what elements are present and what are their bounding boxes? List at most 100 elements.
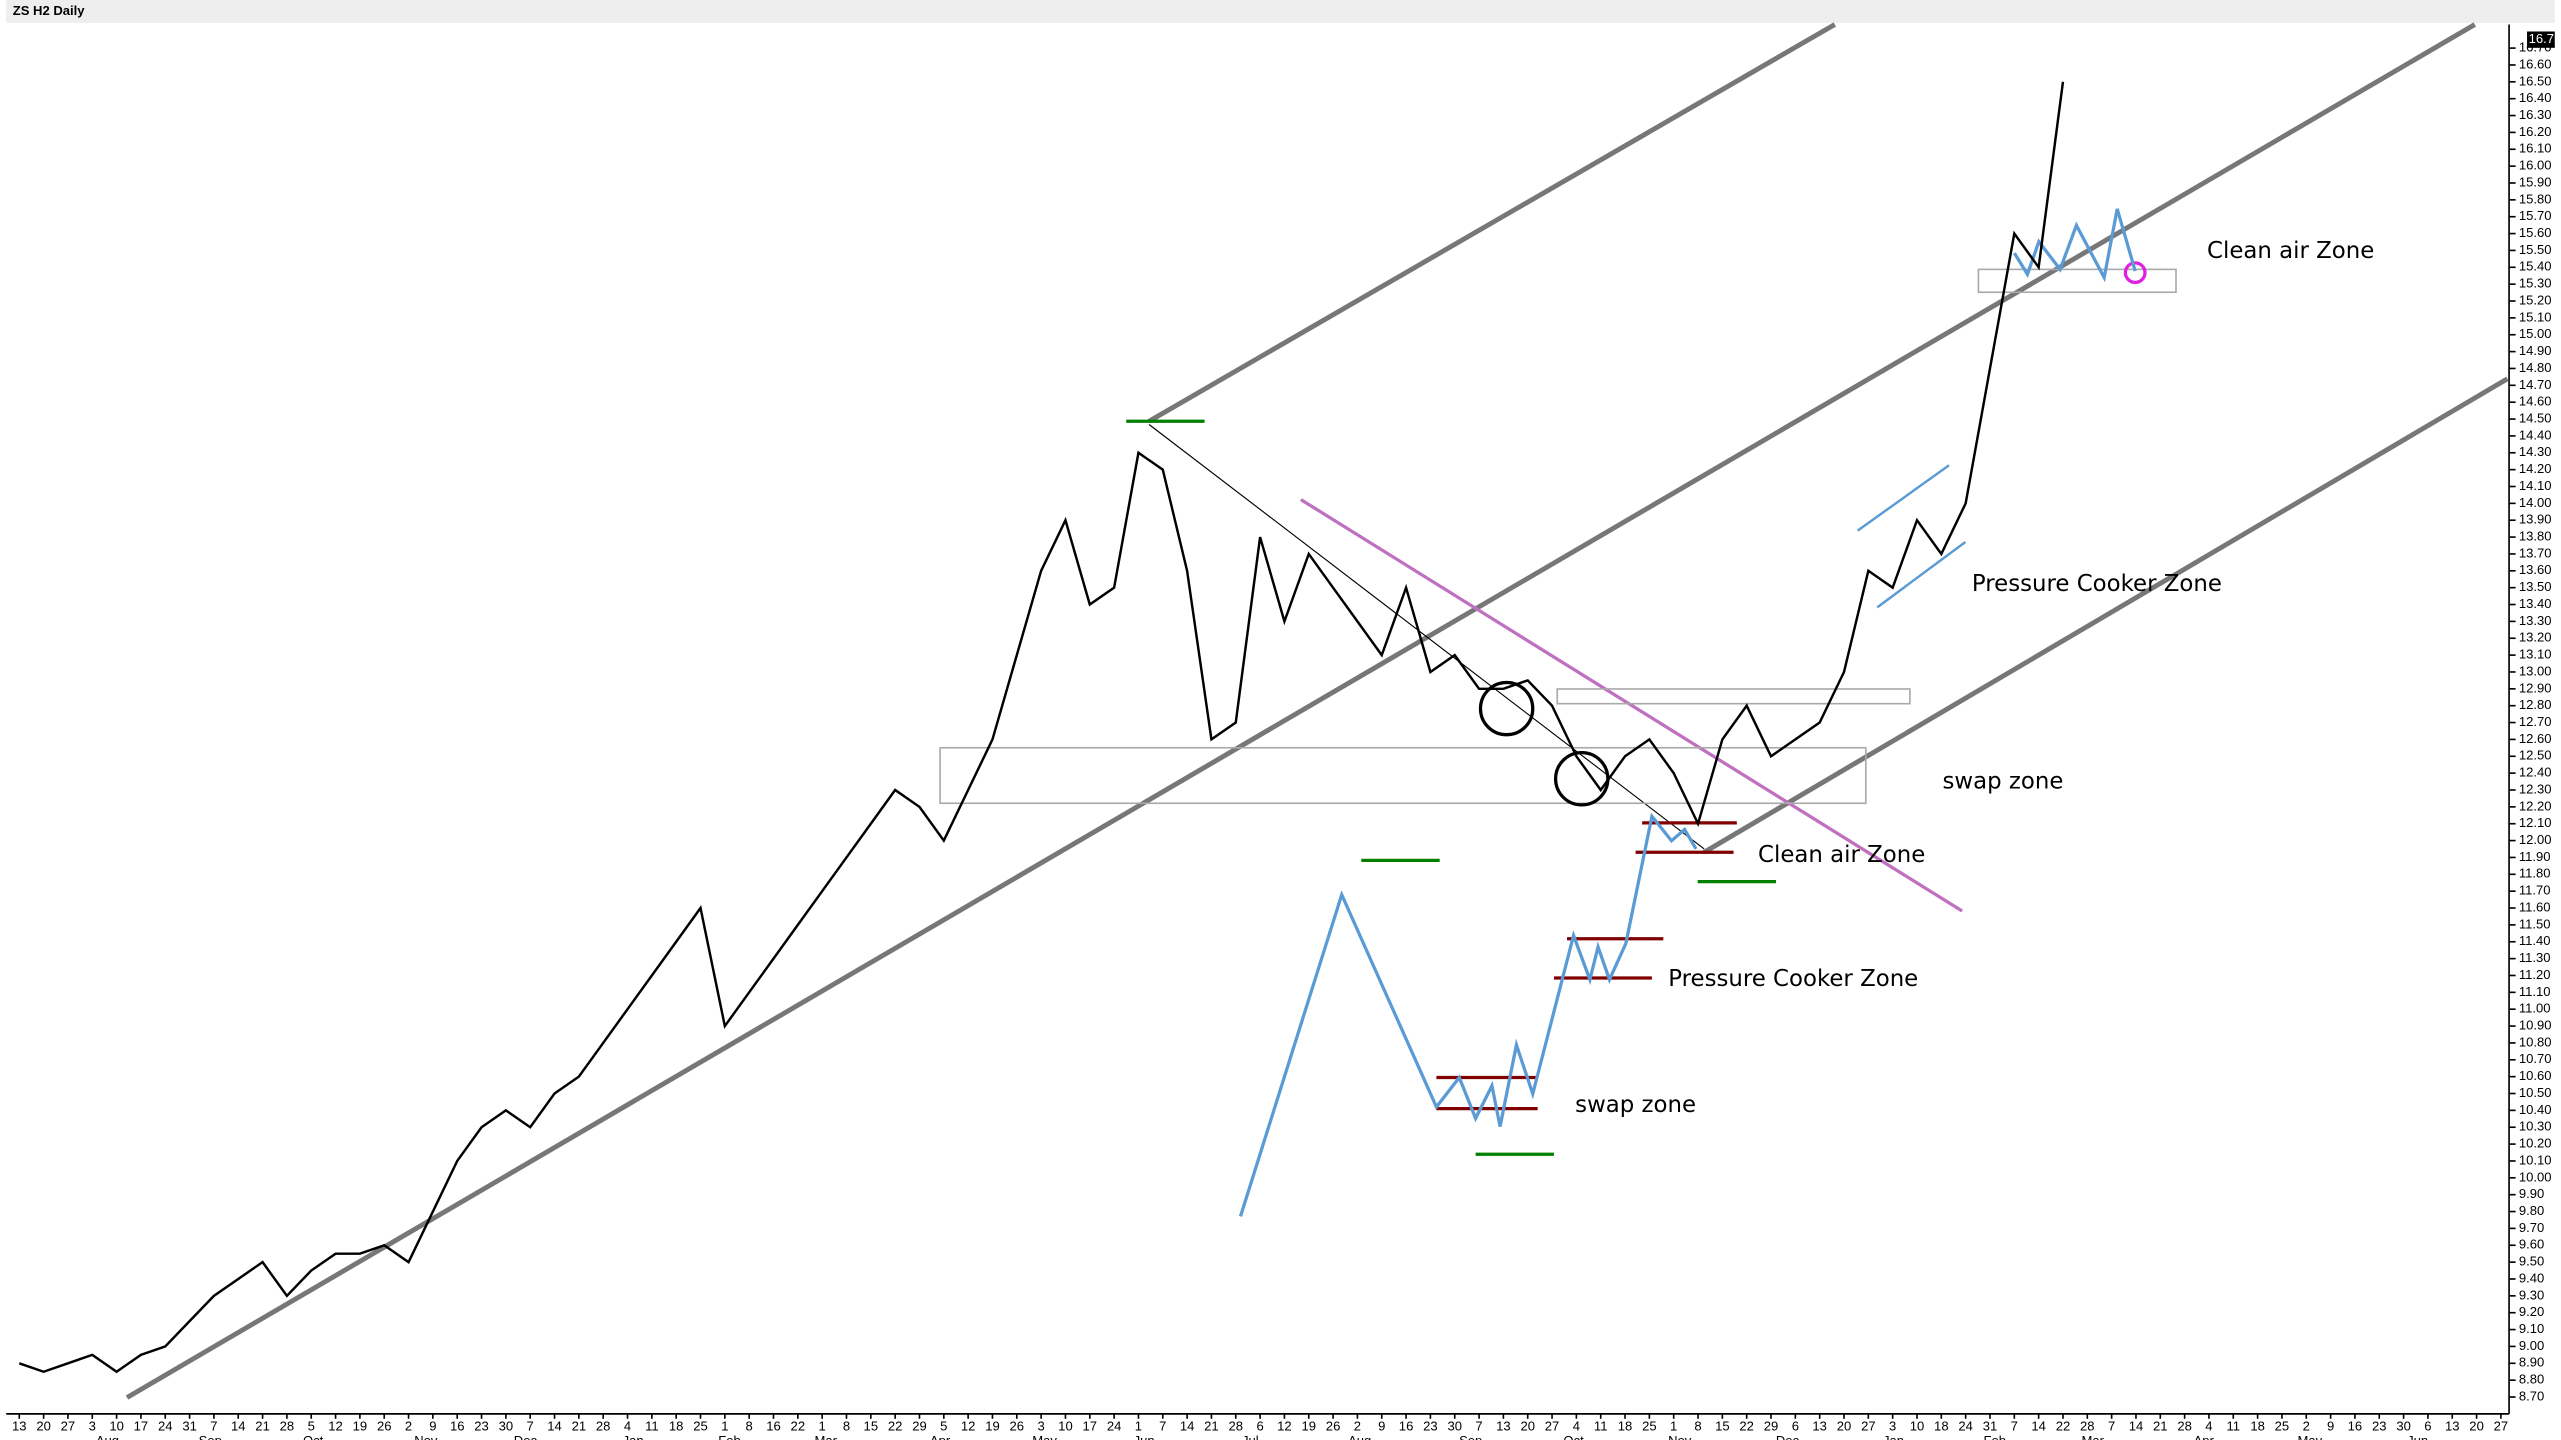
x-tick-label: 1 [1135, 1418, 1142, 1433]
x-tick-label: 3 [89, 1418, 96, 1433]
x-tick-label: 16 [2348, 1418, 2363, 1433]
x-tick-label: 13 [1812, 1418, 1827, 1433]
x-tick-label: 22 [2056, 1418, 2071, 1433]
y-tick-label: 13.40 [2519, 596, 2552, 611]
y-tick-label: 11.00 [2519, 1001, 2551, 1016]
x-tick-label: 23 [474, 1418, 489, 1433]
y-tick-label: 15.50 [2519, 242, 2552, 257]
x-tick-label: 1 [721, 1418, 728, 1433]
y-tick-label: 13.20 [2519, 630, 2552, 645]
month-label: Jan [1883, 1433, 1904, 1440]
month-label: May [2298, 1433, 2323, 1440]
y-tick-label: 12.50 [2519, 748, 2552, 763]
annotation: Clean air Zone [1758, 842, 1925, 868]
x-tick-label: 24 [1107, 1418, 1122, 1433]
y-tick-label: 16.20 [2519, 124, 2552, 139]
x-tick-label: 4 [624, 1418, 631, 1433]
x-tick-label: 4 [2205, 1418, 2212, 1433]
x-tick-label: 18 [669, 1418, 684, 1433]
last-price-label: 16.75 [2529, 31, 2561, 46]
month-label: Dec [1776, 1433, 1800, 1440]
month-label: Sep [199, 1433, 222, 1440]
y-tick-label: 9.30 [2519, 1287, 2544, 1302]
x-tick-label: 17 [1083, 1418, 1098, 1433]
x-tick-label: 20 [2469, 1418, 2484, 1433]
y-tick-label: 14.70 [2519, 377, 2552, 392]
x-tick-label: 20 [36, 1418, 51, 1433]
x-tick-label: 15 [1715, 1418, 1730, 1433]
y-tick-label: 15.80 [2519, 191, 2552, 206]
month-label: Oct [303, 1433, 324, 1440]
x-tick-label: 7 [1475, 1418, 1482, 1433]
y-tick-label: 12.40 [2519, 765, 2552, 780]
x-tick-label: 28 [2177, 1418, 2192, 1433]
month-label: Aug [96, 1433, 119, 1440]
x-tick-label: 1 [1670, 1418, 1677, 1433]
y-tick-label: 8.80 [2519, 1372, 2544, 1387]
month-label: Jun [2407, 1433, 2428, 1440]
y-tick-label: 12.30 [2519, 781, 2552, 796]
x-tick-label: 25 [693, 1418, 708, 1433]
y-tick-label: 11.20 [2519, 967, 2551, 982]
x-tick-label: 28 [2080, 1418, 2095, 1433]
month-label: Jun [1134, 1433, 1155, 1440]
x-tick-label: 13 [12, 1418, 27, 1433]
y-tick-label: 15.30 [2519, 276, 2552, 291]
y-tick-label: 8.90 [2519, 1355, 2544, 1370]
y-tick-label: 10.60 [2519, 1068, 2552, 1083]
x-tick-label: 26 [1010, 1418, 1025, 1433]
x-tick-label: 3 [1037, 1418, 1044, 1433]
annotation: swap zone [1575, 1092, 1696, 1118]
x-tick-label: 4 [1573, 1418, 1580, 1433]
x-tick-label: 21 [572, 1418, 587, 1433]
annotation: Pressure Cooker Zone [1972, 571, 2222, 597]
y-tick-label: 13.80 [2519, 529, 2552, 544]
y-tick-label: 14.00 [2519, 495, 2552, 510]
y-tick-label: 10.20 [2519, 1136, 2552, 1151]
x-tick-label: 11 [1594, 1418, 1608, 1433]
y-tick-label: 16.30 [2519, 107, 2552, 122]
month-label: Sep [1459, 1433, 1482, 1440]
y-tick-label: 13.60 [2519, 562, 2552, 577]
x-tick-label: 5 [940, 1418, 947, 1433]
title-bar [6, 0, 2555, 23]
y-tick-label: 11.50 [2519, 916, 2551, 931]
x-tick-label: 9 [2327, 1418, 2334, 1433]
x-tick-label: 7 [527, 1418, 534, 1433]
x-tick-label: 1 [819, 1418, 826, 1433]
y-tick-label: 13.10 [2519, 647, 2552, 662]
x-tick-label: 19 [985, 1418, 1000, 1433]
y-tick-label: 12.10 [2519, 815, 2552, 830]
x-tick-label: 24 [158, 1418, 173, 1433]
y-tick-label: 16.40 [2519, 90, 2552, 105]
y-tick-label: 9.50 [2519, 1254, 2544, 1269]
x-tick-label: 25 [2275, 1418, 2290, 1433]
month-label: May [1032, 1433, 1057, 1440]
month-label: Dec [514, 1433, 538, 1440]
x-tick-label: 22 [1739, 1418, 1754, 1433]
y-tick-label: 11.80 [2519, 866, 2551, 881]
y-tick-label: 15.00 [2519, 326, 2552, 341]
x-tick-label: 8 [1694, 1418, 1701, 1433]
x-tick-label: 25 [1642, 1418, 1657, 1433]
x-tick-label: 26 [377, 1418, 392, 1433]
x-tick-label: 30 [1447, 1418, 1462, 1433]
x-tick-label: 3 [1889, 1418, 1896, 1433]
month-label: Mar [815, 1433, 838, 1440]
x-tick-label: 10 [1910, 1418, 1925, 1433]
y-tick-label: 9.40 [2519, 1270, 2544, 1285]
x-tick-label: 14 [231, 1418, 246, 1433]
y-tick-label: 14.80 [2519, 360, 2552, 375]
x-tick-label: 27 [1545, 1418, 1560, 1433]
x-tick-label: 21 [2153, 1418, 2168, 1433]
month-label: Nov [414, 1433, 438, 1440]
y-tick-label: 10.10 [2519, 1152, 2552, 1167]
y-tick-label: 11.70 [2519, 883, 2551, 898]
y-tick-label: 12.80 [2519, 697, 2552, 712]
y-tick-label: 9.70 [2519, 1220, 2544, 1235]
x-tick-label: 6 [2424, 1418, 2431, 1433]
chart-title: ZS H2 Daily [13, 3, 86, 18]
x-tick-label: 17 [134, 1418, 149, 1433]
y-tick-label: 15.70 [2519, 208, 2552, 223]
